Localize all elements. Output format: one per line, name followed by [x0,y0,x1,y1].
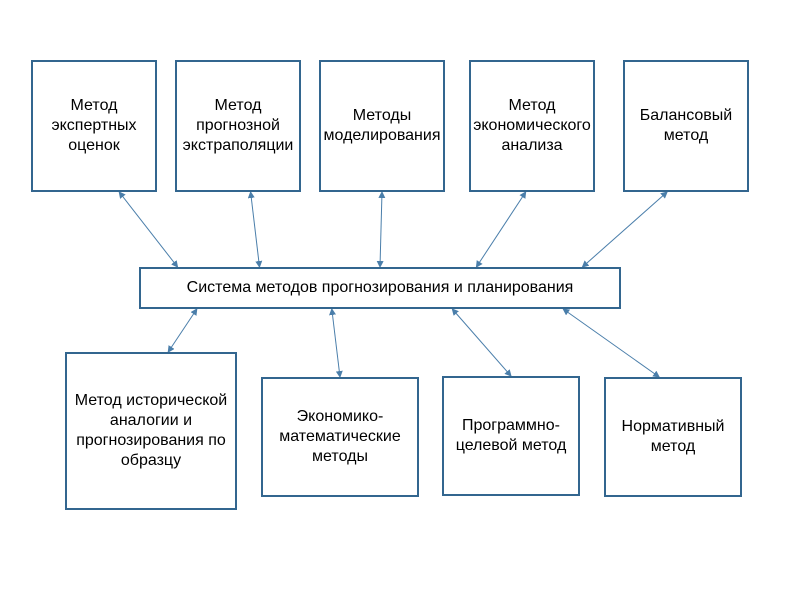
node-top4: Метод экономического анализа [469,60,595,192]
node-center: Система методов прогнозирования и планир… [139,267,621,309]
node-bot4: Нормативный метод [604,377,742,497]
node-top3: Методы моделирования [319,60,445,192]
node-top2: Метод прогнозной экстраполяции [175,60,301,192]
node-bot4-label: Нормативный метод [612,417,734,457]
node-bot1-label: Метод исторической аналогии и прогнозиро… [73,391,229,471]
node-bot2-label: Экономико-математические методы [269,407,411,467]
node-top4-label: Метод экономического анализа [473,96,591,156]
node-top2-label: Метод прогнозной экстраполяции [183,96,294,156]
node-top1: Метод экспертных оценок [31,60,157,192]
node-top5-label: Балансовый метод [631,106,741,146]
node-center-label: Система методов прогнозирования и планир… [187,278,574,298]
node-top5: Балансовый метод [623,60,749,192]
node-bot3: Программно-целевой метод [442,376,580,496]
node-top3-label: Методы моделирования [324,106,441,146]
node-top1-label: Метод экспертных оценок [39,96,149,156]
node-bot1: Метод исторической аналогии и прогнозиро… [65,352,237,510]
node-bot2: Экономико-математические методы [261,377,419,497]
node-bot3-label: Программно-целевой метод [450,416,572,456]
